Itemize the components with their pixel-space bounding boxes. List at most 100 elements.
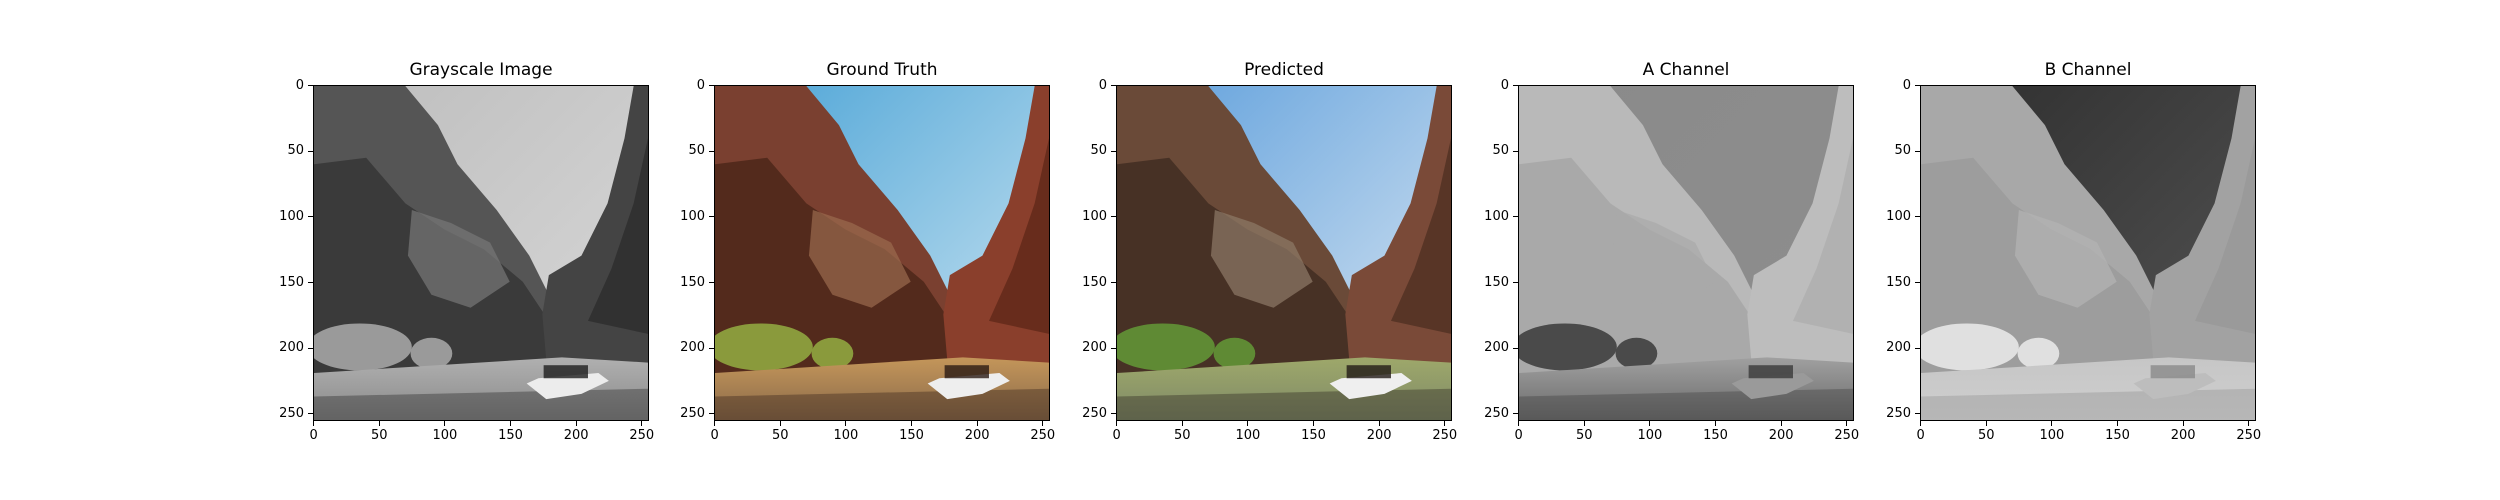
x-tick-label: 0	[1916, 428, 1925, 443]
y-tick-label: 250	[1484, 405, 1509, 421]
y-tick-mark	[1513, 413, 1518, 415]
panel-title: Ground Truth	[826, 60, 938, 80]
x-tick-mark	[911, 421, 913, 426]
x-tick-label: 150	[899, 428, 924, 443]
x-tick-mark	[444, 421, 446, 426]
y-tick-label: 50	[1090, 143, 1107, 159]
y-tick-label: 0	[295, 77, 304, 93]
y-tick-label: 150	[1886, 274, 1911, 290]
x-tick-label: 250	[1030, 428, 1056, 443]
panel-title: Grayscale Image	[409, 60, 553, 80]
y-tick-label: 200	[279, 340, 304, 356]
x-tick-mark	[779, 421, 781, 426]
panel-image	[313, 85, 649, 421]
y-tick-label: 100	[1886, 208, 1911, 224]
y-tick-label: 150	[1484, 274, 1509, 290]
y-tick-mark	[308, 216, 313, 218]
x-tick-mark	[1715, 421, 1717, 426]
x-tick-mark	[1116, 421, 1118, 426]
y-tick-label: 0	[1500, 77, 1509, 93]
raft-boat	[1329, 373, 1412, 400]
y-tick-mark	[1513, 85, 1518, 87]
y-tick-label: 100	[680, 208, 705, 224]
vegetation	[314, 323, 412, 371]
y-tick-mark	[308, 347, 313, 349]
y-tick-mark	[1111, 85, 1116, 87]
panel-title: B Channel	[2044, 60, 2132, 80]
y-tick-mark	[1513, 282, 1518, 284]
y-tick-label: 200	[1886, 340, 1911, 356]
y-tick-mark	[709, 85, 714, 87]
x-tick-mark	[1518, 421, 1520, 426]
x-tick-mark	[714, 421, 716, 426]
x-tick-mark	[378, 421, 380, 426]
vegetation	[1519, 323, 1617, 371]
panel-image	[1116, 85, 1452, 421]
x-tick-label: 50	[772, 428, 789, 443]
x-tick-mark	[1583, 421, 1585, 426]
y-tick-mark	[308, 413, 313, 415]
x-tick-mark	[641, 421, 643, 426]
x-tick-label: 50	[371, 428, 388, 443]
y-tick-label: 50	[287, 143, 304, 159]
x-tick-mark	[1181, 421, 1183, 426]
cliff-face	[1210, 209, 1313, 308]
raft-boat	[927, 373, 1010, 400]
y-tick-mark	[1111, 347, 1116, 349]
x-tick-label: 150	[498, 428, 523, 443]
panel-title: A Channel	[1642, 60, 1730, 80]
panel-title: Predicted	[1244, 60, 1324, 80]
y-tick-mark	[308, 282, 313, 284]
x-tick-label: 200	[1366, 428, 1392, 443]
x-tick-mark	[510, 421, 512, 426]
raft-boat	[526, 373, 609, 400]
raft-boat	[2133, 373, 2216, 400]
y-tick-mark	[1915, 282, 1920, 284]
y-tick-label: 150	[1082, 274, 1107, 290]
x-tick-mark	[2248, 421, 2250, 426]
x-tick-label: 50	[1978, 428, 1995, 443]
x-tick-mark	[1846, 421, 1848, 426]
x-tick-label: 0	[1514, 428, 1523, 443]
y-tick-label: 200	[1082, 340, 1107, 356]
x-tick-label: 0	[1112, 428, 1121, 443]
x-tick-mark	[1649, 421, 1651, 426]
x-tick-label: 100	[432, 428, 458, 443]
y-tick-label: 250	[680, 405, 705, 421]
y-tick-label: 100	[1484, 208, 1509, 224]
y-tick-mark	[1915, 150, 1920, 152]
y-tick-label: 250	[1082, 405, 1107, 421]
x-tick-label: 100	[833, 428, 859, 443]
x-tick-label: 250	[1834, 428, 1860, 443]
x-tick-mark	[1920, 421, 1922, 426]
x-tick-mark	[1042, 421, 1044, 426]
x-tick-mark	[2117, 421, 2119, 426]
x-tick-label: 250	[2236, 428, 2262, 443]
x-tick-label: 200	[964, 428, 990, 443]
cliff-face	[2014, 209, 2117, 308]
y-tick-label: 250	[279, 405, 304, 421]
x-tick-label: 100	[1637, 428, 1663, 443]
x-tick-label: 0	[309, 428, 318, 443]
x-tick-mark	[2051, 421, 2053, 426]
x-tick-label: 200	[1768, 428, 1794, 443]
y-tick-mark	[709, 347, 714, 349]
y-tick-mark	[1915, 347, 1920, 349]
y-tick-mark	[1111, 216, 1116, 218]
x-tick-mark	[313, 421, 315, 426]
y-tick-label: 0	[1902, 77, 1911, 93]
y-tick-mark	[1915, 216, 1920, 218]
cliff-face	[1612, 209, 1715, 308]
y-tick-label: 100	[279, 208, 304, 224]
y-tick-mark	[308, 150, 313, 152]
panel-image	[1920, 85, 2256, 421]
y-tick-mark	[1513, 150, 1518, 152]
y-tick-mark	[1513, 216, 1518, 218]
cliff-face	[808, 209, 911, 308]
x-tick-label: 150	[2105, 428, 2130, 443]
x-tick-label: 0	[710, 428, 719, 443]
y-tick-mark	[308, 85, 313, 87]
x-tick-mark	[1985, 421, 1987, 426]
y-tick-label: 200	[680, 340, 705, 356]
x-tick-mark	[1247, 421, 1249, 426]
